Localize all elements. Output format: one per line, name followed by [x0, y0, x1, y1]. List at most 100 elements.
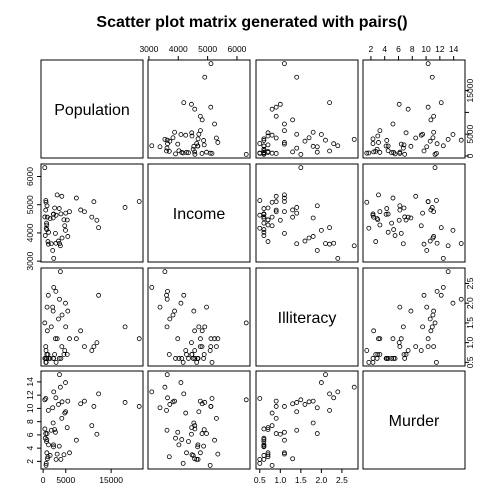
data-point — [57, 269, 63, 275]
data-point — [157, 304, 163, 310]
data-point — [390, 121, 396, 127]
data-point — [431, 113, 437, 119]
data-point — [173, 356, 178, 361]
data-point — [149, 285, 155, 290]
data-point — [327, 100, 332, 106]
data-point — [52, 352, 58, 357]
x-tick-label: 3000 — [139, 44, 158, 54]
data-point — [192, 151, 198, 157]
data-point — [432, 165, 438, 171]
x-tick-label: 12 — [435, 44, 445, 54]
data-point — [122, 400, 128, 405]
data-point — [265, 142, 271, 148]
data-point — [282, 199, 287, 204]
data-point — [67, 336, 72, 342]
data-point — [243, 397, 249, 403]
data-point — [191, 420, 197, 426]
y-tick-label: 12 — [25, 390, 35, 400]
y-tick-label: 5000 — [465, 124, 475, 143]
data-point — [180, 460, 186, 466]
data-point — [91, 344, 97, 349]
panel-population-murder — [362, 59, 466, 159]
data-point — [59, 344, 65, 349]
data-point — [377, 150, 383, 155]
data-point — [213, 415, 219, 421]
data-point — [189, 101, 194, 107]
data-point — [384, 138, 390, 143]
data-point — [385, 143, 391, 149]
data-point — [396, 217, 402, 223]
y-tick-label: 3000 — [25, 251, 35, 270]
data-point — [265, 130, 271, 136]
data-point — [65, 234, 71, 239]
data-point — [192, 348, 198, 353]
data-point — [64, 425, 70, 431]
data-point — [376, 140, 381, 145]
data-point — [82, 209, 87, 215]
data-point — [366, 150, 372, 156]
data-point — [298, 151, 304, 157]
data-point — [261, 136, 267, 142]
y-tick-label: 8 — [25, 419, 35, 424]
data-point — [196, 131, 202, 137]
data-point — [190, 146, 196, 152]
panel-frame — [147, 59, 251, 159]
y-tick-label: 5000 — [25, 195, 35, 214]
y-tick-label: 4 — [25, 446, 35, 451]
panel-frame — [40, 267, 144, 367]
data-point — [164, 324, 170, 330]
data-point — [310, 234, 316, 239]
data-point — [64, 352, 70, 357]
data-point — [53, 429, 58, 435]
data-point — [136, 199, 142, 204]
data-point — [167, 316, 173, 322]
data-point — [63, 380, 68, 385]
x-tick-label: 8 — [410, 44, 415, 54]
data-point — [389, 220, 395, 226]
data-point — [261, 227, 267, 232]
data-point — [94, 217, 100, 223]
data-point — [43, 460, 49, 466]
y-tick-label: 0.5 — [465, 356, 475, 368]
data-point — [63, 300, 68, 306]
data-point — [53, 240, 59, 246]
panel-population-population: Population — [40, 59, 144, 159]
data-point — [351, 243, 357, 249]
data-point — [371, 214, 377, 220]
data-point — [282, 140, 287, 145]
y-tick-label: 2.0 — [465, 297, 475, 309]
data-point — [164, 137, 170, 143]
data-point — [282, 128, 287, 134]
data-point — [243, 151, 249, 157]
data-point — [51, 285, 57, 290]
data-point — [172, 129, 177, 135]
data-point — [181, 292, 187, 298]
data-point — [273, 113, 279, 119]
data-point — [56, 206, 62, 211]
data-point — [42, 356, 48, 361]
y-tick-label: 0 — [465, 153, 475, 158]
data-point — [73, 336, 79, 342]
data-point — [323, 137, 328, 143]
data-point — [290, 456, 296, 462]
data-point — [273, 431, 279, 436]
data-point — [383, 211, 389, 217]
data-point — [282, 231, 287, 236]
axis-bottom-illiteracy: 0.5 1.0 1.5 2.0 2.5 — [254, 469, 348, 485]
data-point — [189, 130, 195, 136]
data-point — [413, 193, 419, 199]
data-point — [421, 241, 427, 247]
data-point — [54, 336, 60, 342]
data-point — [208, 61, 214, 67]
data-point — [327, 225, 332, 231]
data-point — [377, 352, 383, 357]
data-point — [413, 135, 419, 141]
data-point — [213, 135, 219, 141]
data-point — [432, 320, 438, 326]
data-point — [351, 136, 357, 142]
data-point — [323, 241, 328, 246]
data-point — [273, 209, 279, 215]
data-point — [418, 223, 424, 229]
data-point — [50, 420, 56, 426]
